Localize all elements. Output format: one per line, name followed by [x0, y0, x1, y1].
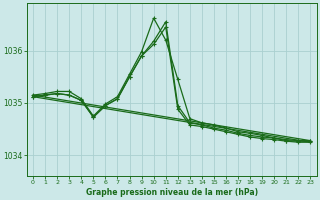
X-axis label: Graphe pression niveau de la mer (hPa): Graphe pression niveau de la mer (hPa) [86, 188, 258, 197]
